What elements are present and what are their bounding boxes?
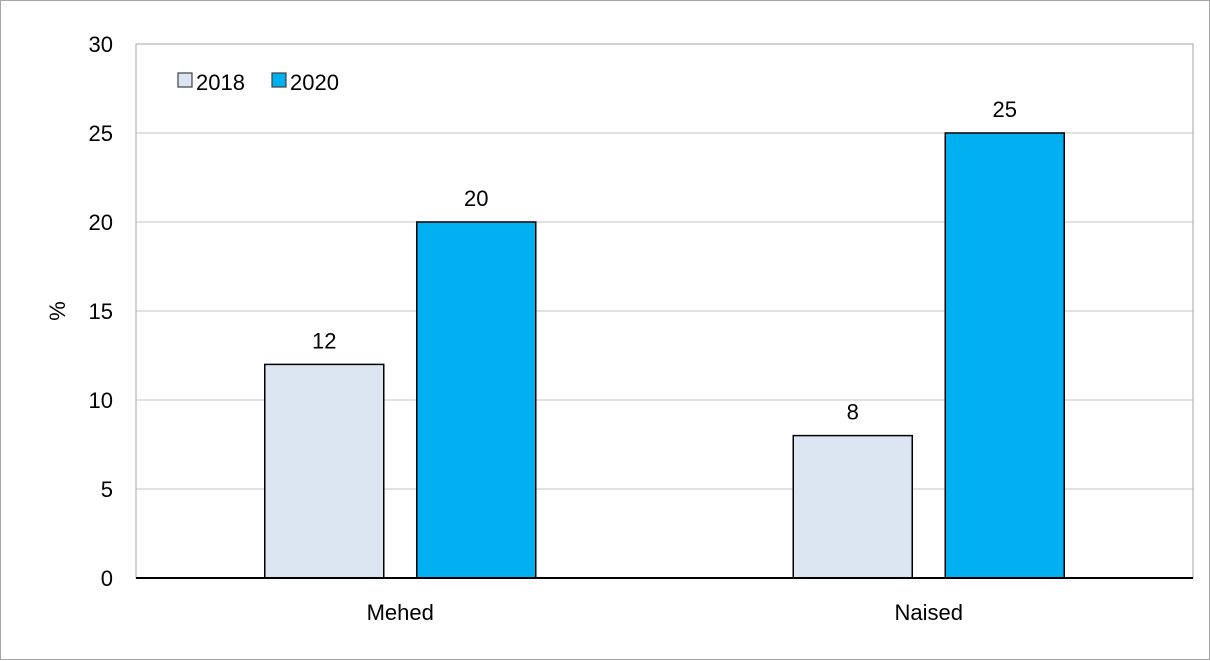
y-axis-ticks: 0 5 10 15 20 25 30 xyxy=(89,32,113,591)
legend-label: 2018 xyxy=(196,70,245,95)
bar-2018-Mehed xyxy=(264,363,385,579)
bar-2020-Naised xyxy=(944,132,1065,579)
y-tick-label: 5 xyxy=(101,477,113,502)
data-label: 8 xyxy=(847,400,859,425)
data-label: 12 xyxy=(312,328,336,353)
legend: 2018 2020 xyxy=(177,70,339,95)
data-label: 20 xyxy=(464,186,488,211)
legend-swatch xyxy=(177,72,193,88)
y-tick-label: 10 xyxy=(89,388,113,413)
data-labels: 12 20 8 25 xyxy=(312,97,1017,425)
y-tick-label: 20 xyxy=(89,210,113,235)
x-tick-label: Mehed xyxy=(367,600,434,625)
bar-2018-Naised xyxy=(792,434,913,579)
x-axis-ticks: Mehed Naised xyxy=(367,600,963,625)
legend-swatch xyxy=(271,72,287,88)
legend-label: 2020 xyxy=(290,70,339,95)
bars-layer xyxy=(264,132,1065,579)
y-tick-label: 30 xyxy=(89,32,113,57)
y-axis-title: % xyxy=(45,301,70,321)
y-tick-label: 15 xyxy=(89,299,113,324)
x-tick-label: Naised xyxy=(895,600,963,625)
y-tick-label: 0 xyxy=(101,566,113,591)
y-tick-label: 25 xyxy=(89,121,113,146)
data-label: 25 xyxy=(993,97,1017,122)
bar-2020-Mehed xyxy=(416,221,537,579)
